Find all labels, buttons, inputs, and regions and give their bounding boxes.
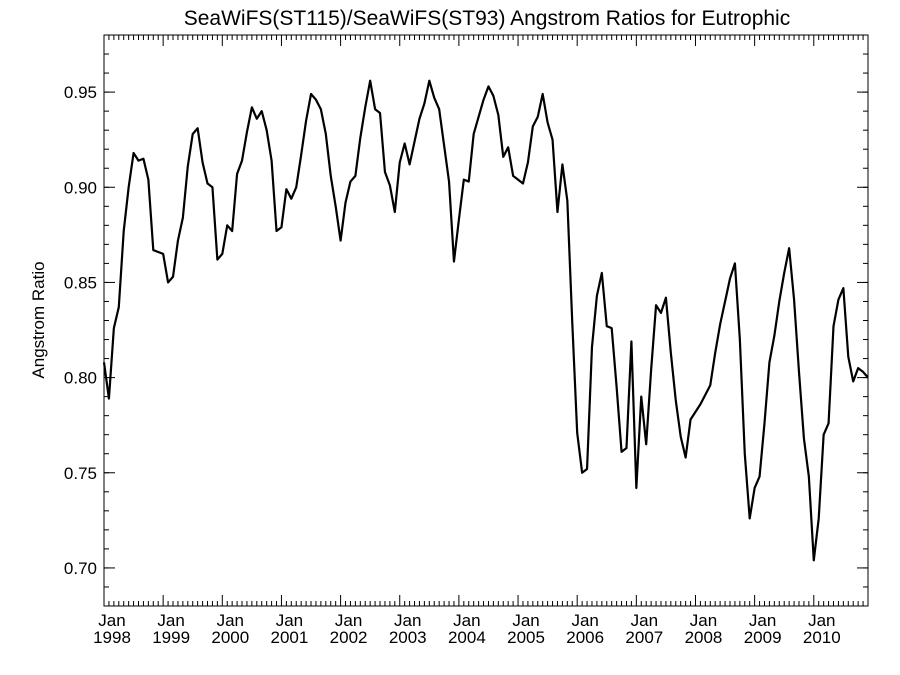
- y-tick-label: 0.70: [64, 559, 97, 578]
- y-axis-label: Angstrom Ratio: [29, 261, 48, 378]
- y-tick-label: 0.75: [64, 464, 97, 483]
- series-line: [102, 79, 869, 562]
- x-tick-year-label: 2005: [507, 628, 545, 647]
- x-tick-year-label: 2000: [211, 628, 249, 647]
- y-tick-label: 0.95: [64, 83, 97, 102]
- x-tick-year-label: 2006: [566, 628, 604, 647]
- x-axis: Jan1998Jan1999Jan2000Jan2001Jan2002Jan20…: [93, 35, 869, 647]
- y-axis: 0.70 0.75 0.80 0.85 0.90 0.95: [64, 34, 868, 607]
- y-tick-label: 0.80: [64, 369, 97, 388]
- x-tick-year-label: 2001: [271, 628, 309, 647]
- y-tick-label: 0.85: [64, 273, 97, 292]
- x-tick-month-label: Jan: [335, 611, 362, 630]
- x-tick-month-label: Jan: [453, 611, 480, 630]
- x-tick-month-label: Jan: [631, 611, 658, 630]
- x-tick-month-label: Jan: [808, 611, 835, 630]
- x-tick-month-label: Jan: [394, 611, 421, 630]
- x-tick-month-label: Jan: [690, 611, 717, 630]
- x-tick-year-label: 2010: [803, 628, 841, 647]
- y-tick-label: 0.90: [64, 178, 97, 197]
- x-tick-year-label: 2003: [389, 628, 427, 647]
- x-tick-year-label: 1998: [93, 628, 131, 647]
- x-tick-month-label: Jan: [571, 611, 598, 630]
- x-tick-month-label: Jan: [157, 611, 184, 630]
- x-tick-month-label: Jan: [749, 611, 776, 630]
- x-tick-year-label: 2009: [744, 628, 782, 647]
- x-tick-year-label: 1999: [152, 628, 190, 647]
- chart-title: SeaWiFS(ST115)/SeaWiFS(ST93) Angstrom Ra…: [184, 7, 790, 30]
- x-tick-month-label: Jan: [217, 611, 244, 630]
- plot-area-frame: [103, 34, 869, 607]
- x-tick-month-label: Jan: [512, 611, 539, 630]
- x-tick-year-label: 2008: [685, 628, 723, 647]
- x-tick-year-label: 2004: [448, 628, 486, 647]
- x-tick-year-label: 2007: [625, 628, 663, 647]
- x-tick-month-label: Jan: [276, 611, 303, 630]
- x-tick-month-label: Jan: [98, 611, 125, 630]
- x-tick-year-label: 2002: [330, 628, 368, 647]
